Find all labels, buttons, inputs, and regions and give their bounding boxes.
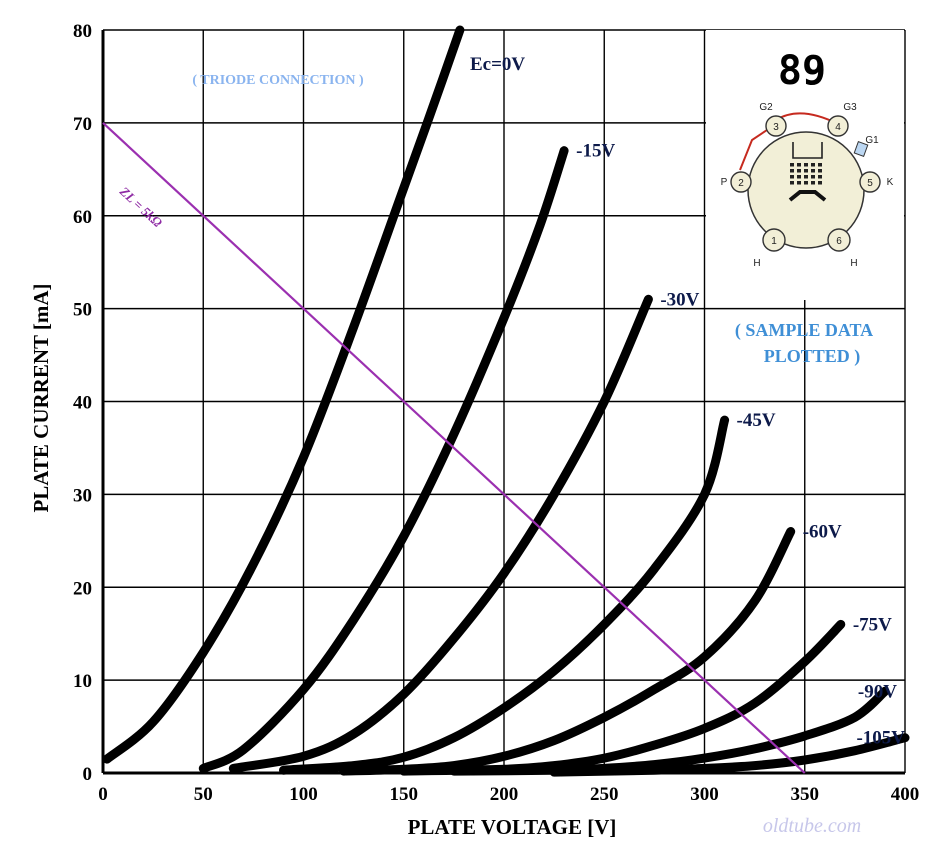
grid-dots-icon [790,163,822,185]
y-tick-label: 0 [83,764,93,785]
grid-dot [818,169,822,173]
grid-dot [811,175,815,179]
x-axis-title: PLATE VOLTAGE [V] [408,815,617,839]
grid-dot [790,169,794,173]
h-label-right: H [850,258,857,269]
electrode-lines [792,142,823,159]
y-tick-label: 30 [73,485,92,506]
x-tick-label: 200 [490,784,519,805]
y-tick-label: 10 [73,671,92,692]
grid-dot [797,175,801,179]
grid-dot [790,181,794,185]
grid-dot [797,181,801,185]
pin-5 [859,171,881,193]
curves [102,25,910,777]
triode-connection-note: ( TRIODE CONNECTION ) [192,73,364,88]
curve-label-75v: -75V [853,614,892,635]
load-line-group: ZL = 5kΩ [102,122,806,774]
grid-dot [790,175,794,179]
h-label-left: H [753,258,760,269]
curve-45v [279,415,730,775]
tube-number: 89 [778,48,826,94]
curve-60v [339,527,796,776]
curve-30v [228,294,653,773]
pin-6-label: 6 [836,236,842,247]
grid-dot [804,163,808,167]
grid-dot [797,169,801,173]
x-tick-label: 50 [194,784,213,805]
grid-dot [818,175,822,179]
pin-3-label: 3 [773,122,779,133]
watermark: oldtube.com [763,815,861,837]
grid-dot [818,181,822,185]
pin-2 [730,171,752,193]
screen-to-plate-link [739,125,774,171]
grid-dot [804,181,808,185]
grid-dot [811,163,815,167]
pin-6 [827,228,851,252]
y-tick-label: 20 [73,578,92,599]
pin-4 [827,115,849,137]
g1-label: G1 [865,135,879,146]
grid-dot [811,181,815,185]
tick-labels: 0 50 100 150 200 250 300 350 400 0 10 20 30 40 50 60 70 8… [73,21,919,805]
curve-label-30v: -30V [660,289,699,310]
grid-dot [804,175,808,179]
pin-1 [762,228,786,252]
curve-75v [399,619,846,776]
grid-dot [811,169,815,173]
curve-label-105v: -105V [856,728,905,749]
load-line-label: ZL = 5kΩ [116,183,165,230]
x-tick-label: 300 [690,784,719,805]
x-tick-label: 0 [98,784,108,805]
x-tick-label: 100 [289,784,318,805]
y-tick-label: 80 [73,21,92,42]
grid-dot [818,163,822,167]
grid-cap-icon [853,141,869,157]
load-line [102,122,806,774]
curve-label-ec-0v: Ec=0V [470,54,525,75]
curve-15v [198,146,569,773]
y-axis-title: PLATE CURRENT [mA] [29,283,53,512]
sample-data-note-line1: ( SAMPLE DATA [735,320,873,341]
curve-label-60v: -60V [803,522,842,543]
y-tick-label: 40 [73,393,92,414]
x-tick-label: 400 [891,784,920,805]
pin-2-label: 2 [738,178,744,189]
filament-icon [788,190,827,202]
curve-labels: Ec=0V -15V -30V -45V -60V -75V -90V -105V [470,54,905,749]
k-label: K [887,177,894,188]
x-tick-label: 150 [390,784,419,805]
g2-label: G2 [759,102,773,113]
curve-label-90v: -90V [858,681,897,702]
pin-5-label: 5 [867,178,873,189]
sample-data-note-line2: PLOTTED ) [764,346,861,367]
grid-dot [804,169,808,173]
y-tick-label: 60 [73,207,92,228]
g3-label: G3 [843,102,857,113]
curve-label-15v: -15V [576,141,615,162]
curve-ec-0v [102,25,465,764]
y-tick-label: 70 [73,114,92,135]
x-tick-label: 350 [791,784,820,805]
tube-base-diagram: 89 3 4 2 5 1 6 G2 G3 G1 P K H H [706,30,904,300]
p-label: P [721,177,728,188]
grid-dot [797,163,801,167]
pin-1-label: 1 [771,236,777,247]
curve-105v [549,733,910,777]
grid-dot [790,163,794,167]
y-tick-label: 50 [73,300,92,321]
curve-label-45v: -45V [737,410,776,431]
pin-3 [765,115,787,137]
x-tick-label: 250 [590,784,619,805]
pin-4-label: 4 [835,122,841,133]
